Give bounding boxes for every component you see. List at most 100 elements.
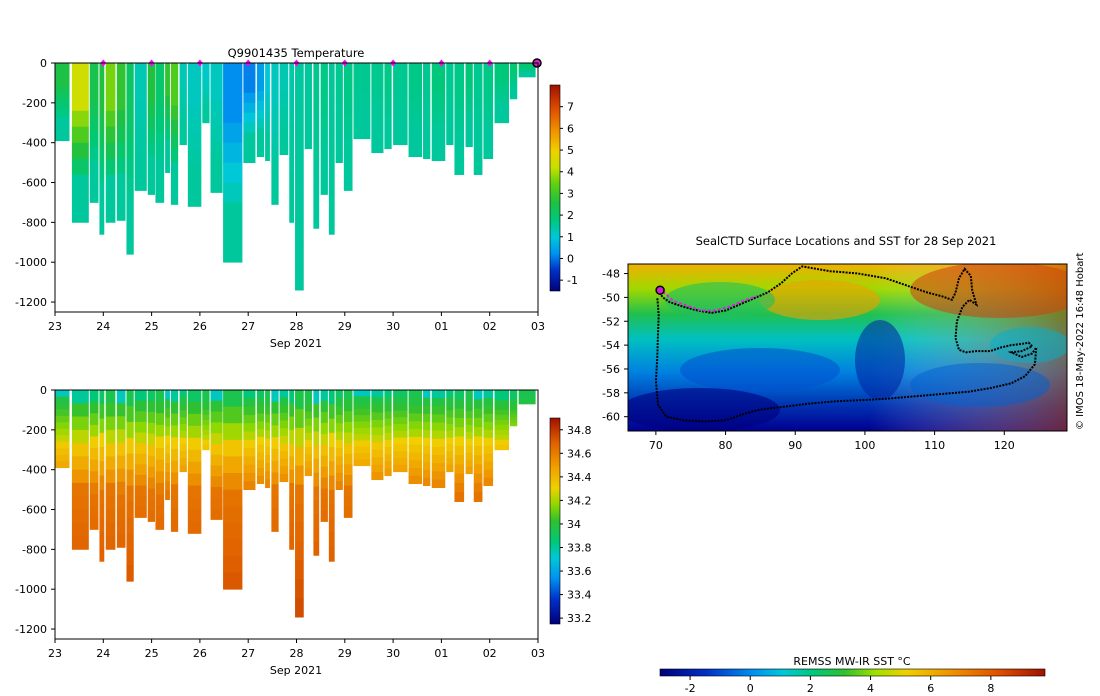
- temperature-cell: [483, 72, 494, 83]
- salinity-cell: [243, 431, 256, 441]
- temperature-cell: [313, 129, 320, 147]
- temperature-cell: [126, 139, 134, 160]
- salinity-cell: [473, 390, 483, 400]
- temperature-cell: [353, 85, 371, 94]
- sst-colorbar-tick-label: 4: [867, 682, 874, 695]
- temperature-cell: [465, 96, 473, 106]
- salinity-cell: [279, 458, 289, 467]
- temperature-cell: [384, 97, 392, 107]
- salinity-profile: [179, 390, 187, 473]
- salinity-cell: [408, 452, 423, 461]
- temperature-cell: [223, 122, 243, 144]
- temperature-cell: [454, 163, 465, 175]
- temperature-cell: [431, 82, 446, 93]
- temperature-cell: [423, 72, 431, 83]
- salinity-profile: [320, 390, 328, 522]
- salinity-cell: [55, 454, 70, 462]
- salinity-cell: [384, 425, 392, 434]
- temperature-profile: [89, 63, 99, 203]
- salinity-cell: [55, 441, 70, 449]
- temperature-cell: [210, 140, 223, 155]
- sst-colorbar-tick-label: 6: [927, 682, 934, 695]
- salinity-cell: [55, 422, 70, 430]
- salinity-cell: [256, 390, 265, 399]
- temperature-cell: [431, 141, 446, 152]
- salinity-cell: [187, 473, 202, 487]
- salinity-cell: [165, 399, 170, 409]
- temperature-profile: [155, 63, 165, 203]
- salinity-cell: [454, 473, 465, 484]
- salinity-cell: [116, 416, 126, 430]
- temperature-cell: [473, 96, 483, 109]
- temperature-cell: [271, 105, 279, 120]
- temperature-cell: [243, 152, 256, 163]
- temperature-cell: [408, 63, 423, 73]
- salinity-cell: [454, 427, 465, 437]
- salinity-cell: [89, 494, 99, 507]
- salinity-profile: [105, 390, 116, 550]
- temperature-cell: [343, 63, 353, 77]
- salinity-cell: [202, 404, 210, 411]
- temperature-cell: [147, 128, 155, 143]
- temperature-cell: [289, 206, 295, 223]
- temperature-cell: [170, 105, 179, 120]
- temperature-cell: [483, 120, 494, 131]
- salinity-cell: [170, 437, 179, 450]
- salinity-cell: [295, 560, 304, 580]
- salinity-profile: [134, 390, 147, 518]
- salinity-cell: [179, 437, 187, 445]
- salinity-cell: [165, 453, 170, 464]
- salinity-cell: [134, 496, 147, 508]
- temperature-cell: [71, 110, 89, 128]
- temperature-cell: [126, 215, 134, 236]
- temperature-cell: [454, 107, 465, 120]
- salinity-cell: [243, 423, 256, 432]
- salinity-cell: [179, 444, 187, 452]
- x-tick-label: 30: [386, 320, 400, 333]
- temperature-cell: [343, 88, 353, 102]
- temperature-cell: [170, 91, 179, 106]
- temperature-cell: [105, 110, 116, 128]
- salinity-cell: [99, 489, 105, 505]
- salinity-cell: [423, 445, 431, 455]
- temperature-cell: [155, 160, 165, 175]
- salinity-profile: [384, 390, 392, 477]
- temperature-cell: [256, 100, 265, 111]
- temperature-cell: [393, 136, 408, 146]
- temperature-cell: [256, 137, 265, 148]
- salinity-cell: [353, 459, 371, 467]
- temperature-cell: [446, 103, 454, 113]
- colorbar-tick-label: 34.8: [567, 424, 592, 437]
- temperature-cell: [423, 82, 431, 93]
- x-tick-label: 27: [241, 647, 255, 660]
- salinity-cell: [165, 435, 170, 446]
- salinity-section-panel: 23 24 25 26 27 28 29 30 01 02 03 0 -200 -400 -600 -800…: [15, 384, 591, 677]
- sst-colorbar-ticks: -2 0 2 4 6 8: [685, 676, 994, 695]
- salinity-cell: [408, 460, 423, 469]
- temperature-cell: [446, 87, 454, 97]
- temperature-cell: [465, 138, 473, 148]
- map-frame: [627, 263, 1068, 432]
- salinity-cell: [187, 449, 202, 463]
- salinity-cell: [304, 397, 312, 405]
- map-y-tick-label: -58: [602, 387, 620, 400]
- temperature-cell: [105, 158, 116, 175]
- salinity-cell: [179, 390, 187, 398]
- salinity-cell: [313, 527, 320, 542]
- salinity-cell: [408, 390, 423, 399]
- salinity-cell: [446, 430, 454, 439]
- temperature-cell: [187, 63, 202, 78]
- salinity-cell: [335, 473, 343, 482]
- salinity-cell: [271, 437, 279, 450]
- temperature-cell: [243, 132, 256, 144]
- temperature-cell: [210, 166, 223, 180]
- salinity-cell: [518, 402, 536, 405]
- salinity-cell: [509, 419, 518, 424]
- temperature-profile: [295, 63, 304, 291]
- salinity-cell: [518, 394, 536, 397]
- salinity-cell: [393, 403, 408, 411]
- temperature-cell: [328, 80, 335, 98]
- salinity-cell: [393, 451, 408, 459]
- temperature-cell: [105, 174, 116, 191]
- salinity-cell: [431, 430, 446, 440]
